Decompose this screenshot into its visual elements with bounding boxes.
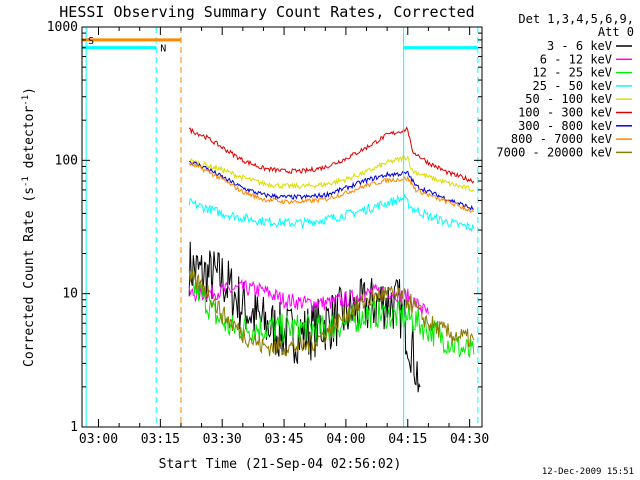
legend-label: 50 - 100 keV: [525, 92, 612, 106]
legend-label: 100 - 300 keV: [518, 106, 612, 120]
y-tick-label: 10: [62, 287, 78, 302]
attenuator-label-s: S: [88, 36, 94, 47]
x-tick-label: 03:45: [264, 432, 303, 447]
x-axis: 03:00 03:15 03:30 03:45 04:00 04:15 04:30: [79, 27, 489, 447]
legend-label: 25 - 50 keV: [533, 79, 612, 93]
series-line: [188, 193, 475, 233]
y-tick-label: 1: [70, 420, 78, 435]
chart-title: HESSI Observing Summary Count Rates, Cor…: [59, 3, 474, 21]
legend-header-line-2: Att 0: [598, 25, 634, 39]
series-line: [189, 155, 475, 193]
x-tick-label: 03:15: [141, 432, 180, 447]
legend-label: 12 - 25 keV: [533, 66, 612, 80]
x-tick-label: 04:30: [450, 432, 489, 447]
series-line: [189, 160, 474, 211]
x-axis-label: Start Time (21-Sep-04 02:56:02): [159, 457, 402, 472]
y-axis-label: Corrected Count Rate (s-1 detector-1): [21, 87, 37, 367]
x-tick-label: 04:00: [326, 432, 365, 447]
x-tick-label: 04:15: [388, 432, 427, 447]
y-tick-label: 1000: [47, 20, 78, 35]
legend-label: 3 - 6 keV: [547, 39, 612, 53]
legend-label: 6 - 12 keV: [540, 52, 612, 66]
legend-label: 300 - 800 keV: [518, 119, 612, 133]
y-tick-label: 100: [55, 153, 78, 168]
plot-frame: [81, 26, 483, 428]
series-line: [188, 269, 475, 357]
legend-label: 7000 - 20000 keV: [496, 145, 612, 159]
y-axis: 1 10 100 1000: [47, 20, 482, 435]
attenuator-label-n: N: [160, 44, 166, 55]
series-line: [188, 126, 475, 184]
series-line: [188, 278, 429, 315]
legend-header-line-1: Det 1,3,4,5,6,9,: [518, 12, 634, 26]
series-layer: [188, 126, 475, 393]
overlay-layer: [82, 27, 479, 427]
x-tick-label: 03:30: [203, 432, 242, 447]
series-line: [188, 162, 475, 213]
x-tick-label: 03:00: [79, 432, 118, 447]
legend-label: 800 - 7000 keV: [511, 132, 612, 146]
footer-timestamp: 12-Dec-2009 15:51: [542, 467, 634, 477]
